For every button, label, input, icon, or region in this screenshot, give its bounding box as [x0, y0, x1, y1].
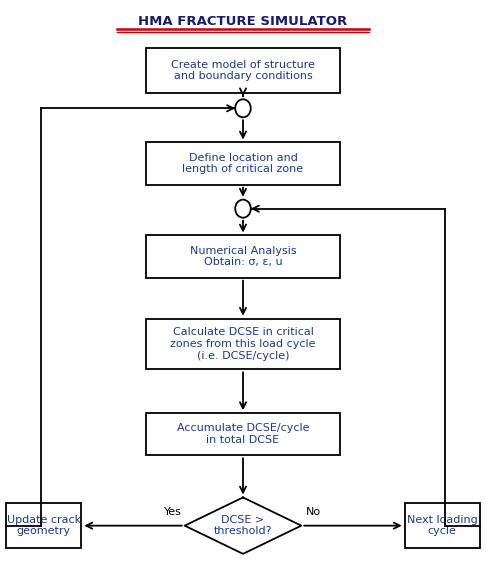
Circle shape: [235, 99, 251, 117]
Polygon shape: [185, 497, 301, 554]
Text: Next loading
cycle: Next loading cycle: [407, 515, 478, 536]
Circle shape: [235, 200, 251, 218]
Text: Create model of structure
and boundary conditions: Create model of structure and boundary c…: [171, 60, 315, 81]
FancyBboxPatch shape: [146, 48, 340, 93]
Text: Accumulate DCSE/cycle
in total DCSE: Accumulate DCSE/cycle in total DCSE: [177, 424, 309, 445]
FancyBboxPatch shape: [6, 503, 81, 548]
Text: Calculate DCSE in critical
zones from this load cycle
(i.e. DCSE/cycle): Calculate DCSE in critical zones from th…: [170, 328, 316, 360]
FancyBboxPatch shape: [146, 143, 340, 185]
Text: Yes: Yes: [164, 507, 181, 517]
FancyBboxPatch shape: [146, 236, 340, 277]
Text: Define location and
length of critical zone: Define location and length of critical z…: [182, 153, 304, 174]
Text: No: No: [306, 507, 321, 517]
Text: Update crack
geometry: Update crack geometry: [7, 515, 81, 536]
FancyBboxPatch shape: [146, 413, 340, 456]
Text: HMA FRACTURE SIMULATOR: HMA FRACTURE SIMULATOR: [139, 15, 347, 28]
Text: DCSE >
threshold?: DCSE > threshold?: [214, 515, 272, 536]
FancyBboxPatch shape: [404, 503, 480, 548]
Text: Numerical Analysis
Obtain: σ, ε, u: Numerical Analysis Obtain: σ, ε, u: [190, 246, 296, 267]
FancyBboxPatch shape: [146, 319, 340, 369]
